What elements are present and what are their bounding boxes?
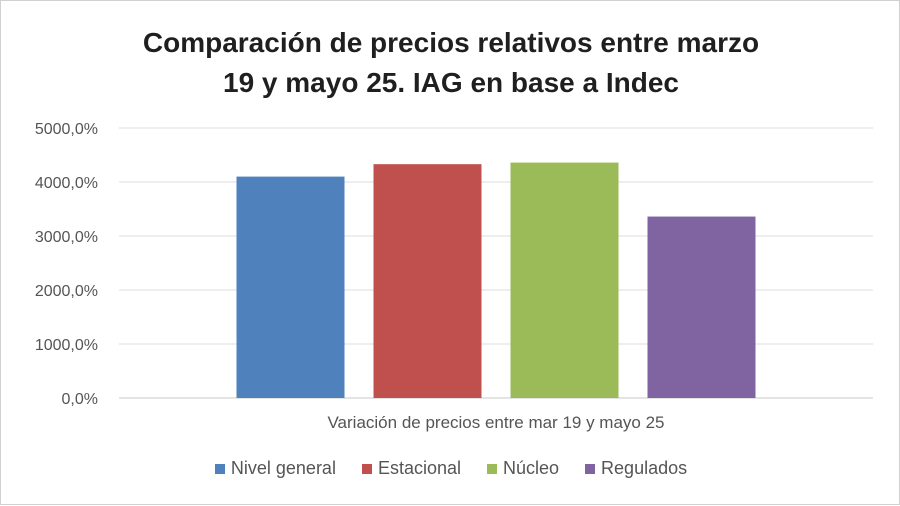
y-tick-label: 1000,0% bbox=[35, 337, 98, 354]
bar-estacional bbox=[373, 164, 482, 398]
bar-regulados bbox=[647, 216, 756, 398]
bar-nivel-general bbox=[236, 176, 345, 398]
y-tick-label: 2000,0% bbox=[35, 283, 98, 300]
legend-label: Núcleo bbox=[503, 458, 560, 478]
legend-item: Núcleo bbox=[487, 458, 559, 479]
x-category-label: Variación de precios entre mar 19 y mayo… bbox=[327, 413, 664, 432]
legend-label: Regulados bbox=[601, 458, 688, 478]
legend-item: Regulados bbox=[585, 458, 687, 479]
legend-label: Estacional bbox=[377, 458, 462, 478]
legend-swatch bbox=[214, 463, 225, 474]
legend-item: Nivel general bbox=[214, 458, 336, 479]
chart-title-line-2: 19 y mayo 25. IAG en base a Indec bbox=[223, 67, 679, 98]
legend-swatch bbox=[487, 463, 498, 474]
legend-swatch bbox=[585, 463, 596, 474]
bar-núcleo bbox=[510, 162, 619, 398]
y-tick-label: 5000,0% bbox=[35, 121, 98, 138]
legend: Nivel general Estacional Núcleo Regulados bbox=[1, 458, 900, 479]
chart-title-line-1: Comparación de precios relativos entre m… bbox=[142, 27, 760, 58]
legend-label: Nivel general bbox=[230, 458, 336, 478]
y-tick-label: 3000,0% bbox=[35, 229, 98, 246]
legend-item: Estacional bbox=[361, 458, 462, 479]
y-tick-label: 0,0% bbox=[62, 391, 98, 408]
legend-swatch bbox=[361, 463, 372, 474]
chart-title: Comparación de precios relativos entre m… bbox=[1, 23, 900, 103]
y-tick-label: 4000,0% bbox=[35, 175, 98, 192]
